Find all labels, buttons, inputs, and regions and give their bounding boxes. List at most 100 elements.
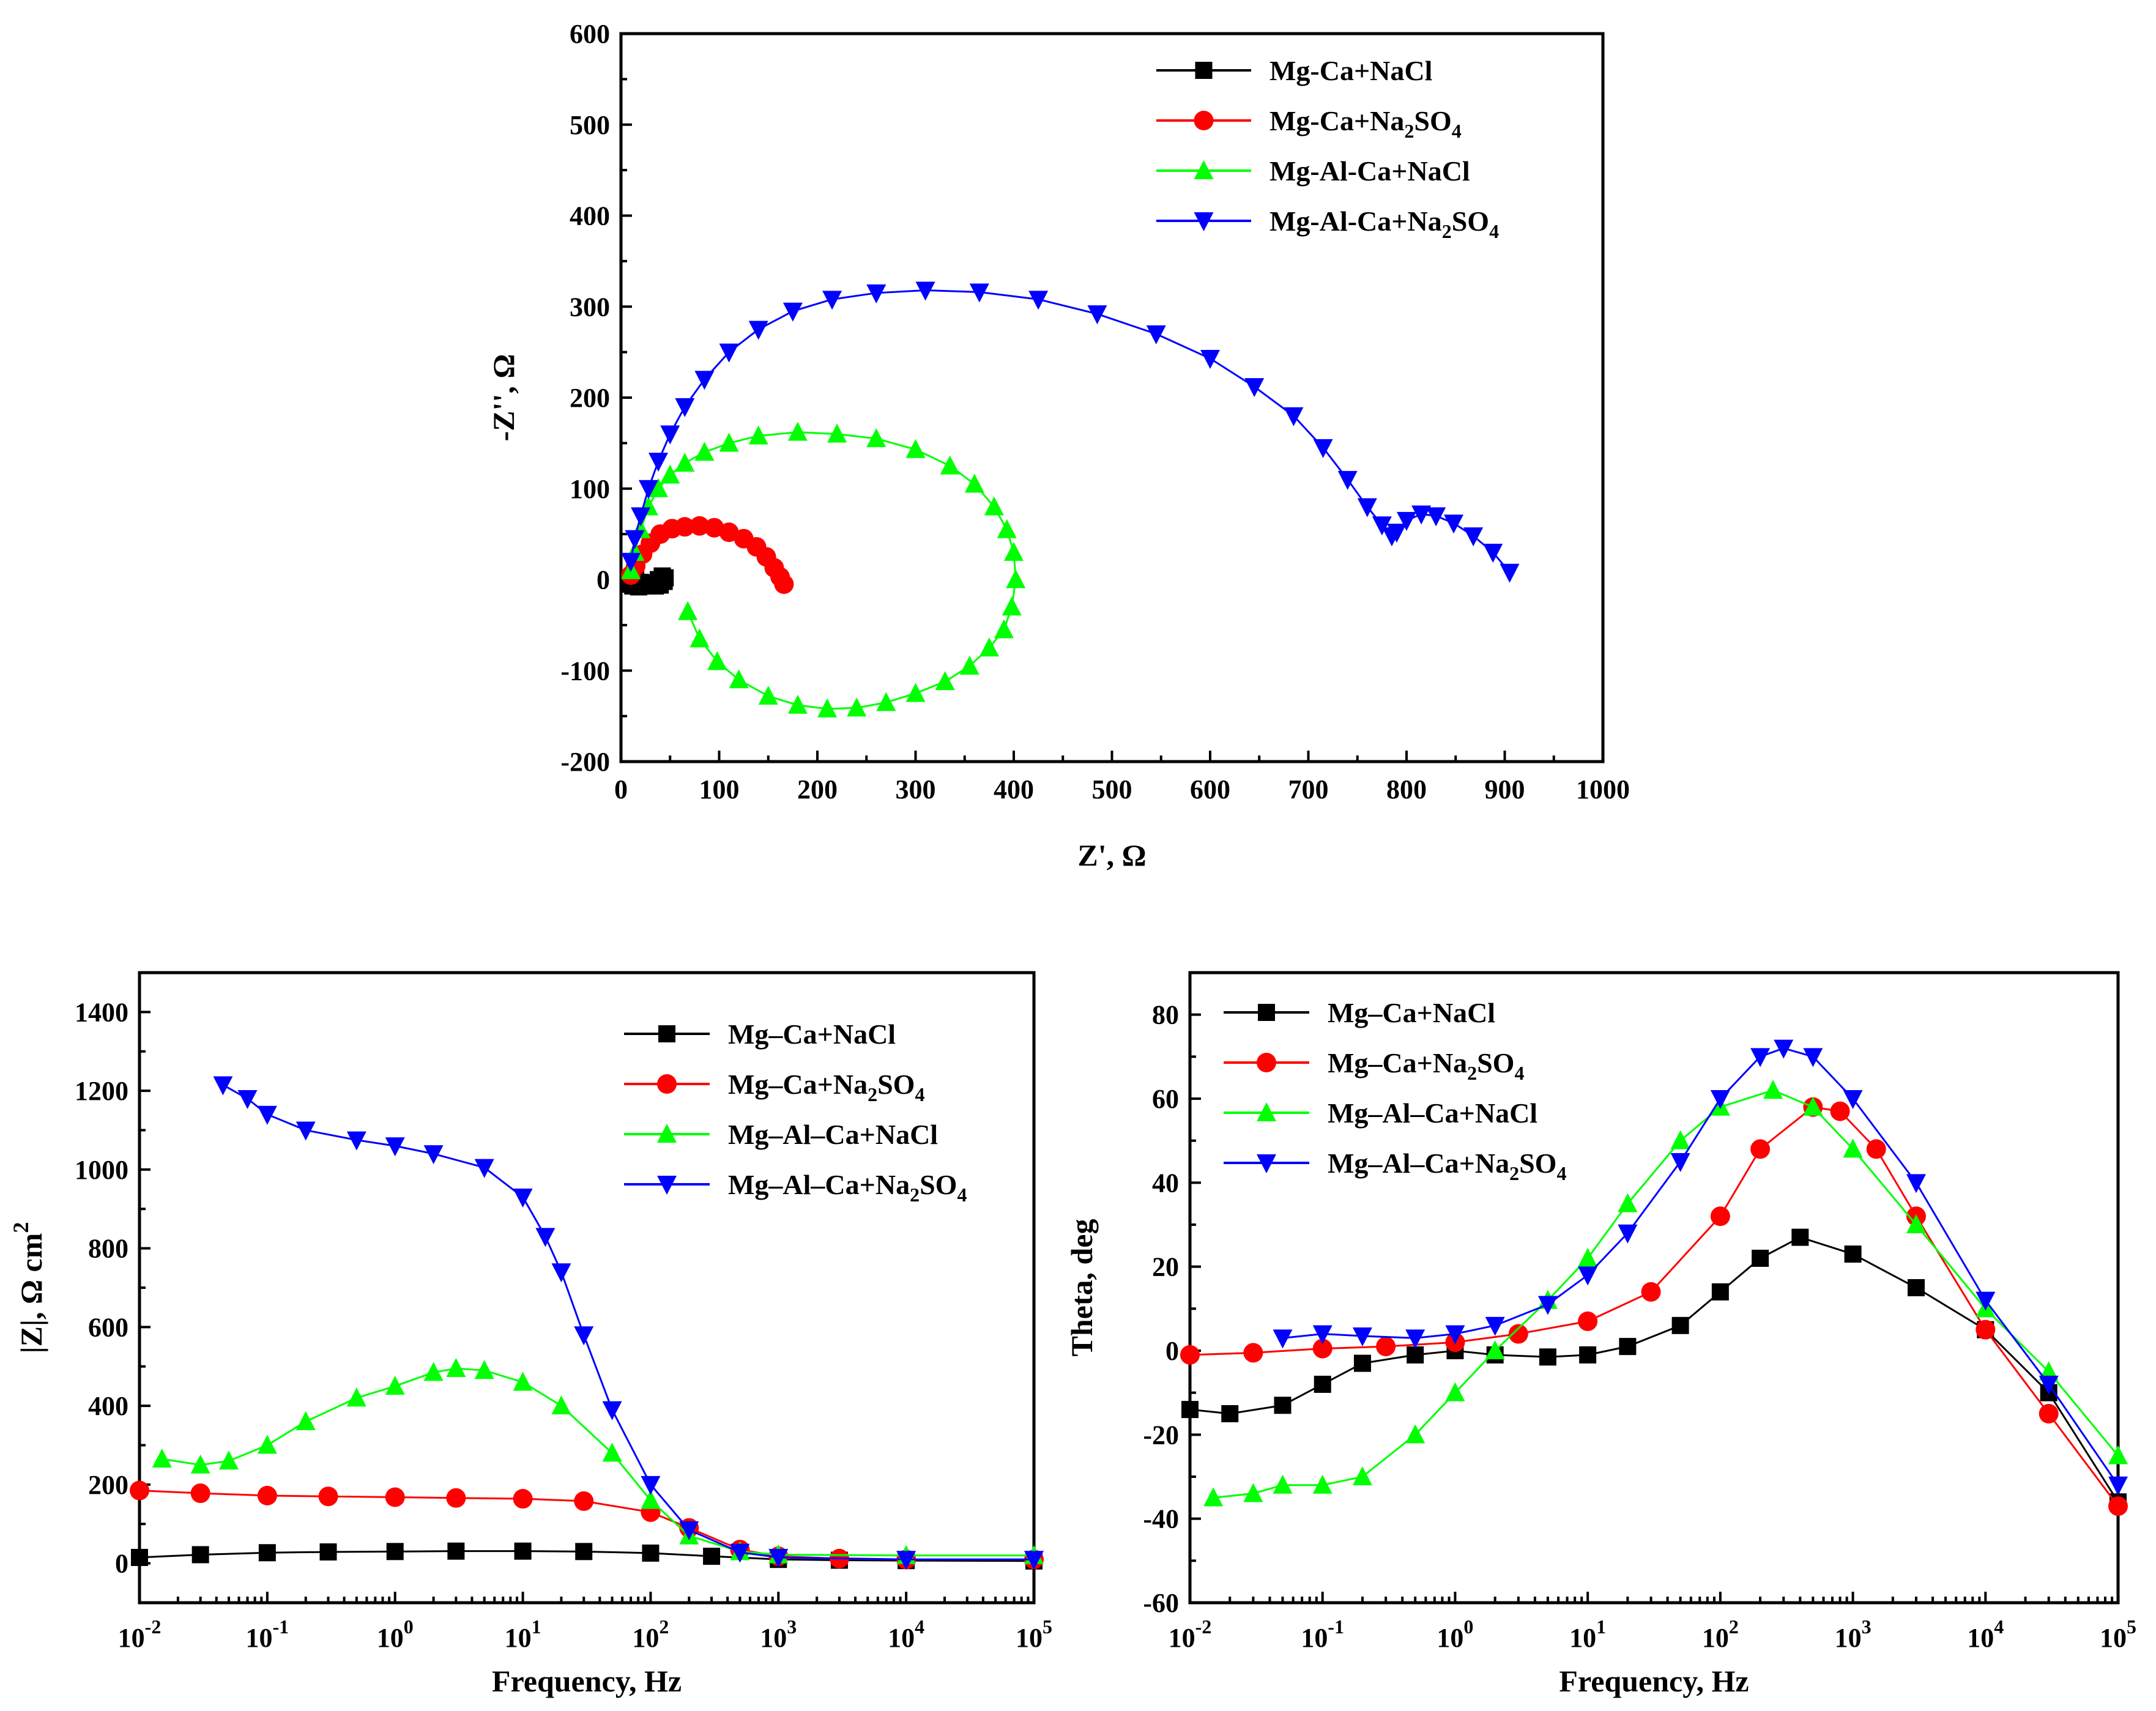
legend-label: Mg-Al-Ca+NaCl — [1269, 155, 1470, 187]
bode-phase-frame — [1188, 971, 2120, 1605]
data-point — [1906, 1214, 1926, 1233]
data-point — [1397, 511, 1416, 531]
data-point — [648, 453, 668, 472]
series-2 — [152, 1357, 1044, 1564]
data-point — [1243, 1343, 1263, 1363]
data-point — [866, 284, 887, 303]
data-point — [1353, 1354, 1371, 1372]
data-point — [694, 371, 715, 390]
data-point — [822, 291, 842, 310]
data-point — [1710, 1206, 1730, 1227]
data-point — [385, 1137, 405, 1157]
data-point — [1750, 1139, 1771, 1159]
series-3 — [621, 281, 1520, 583]
legend-marker — [1195, 62, 1213, 79]
data-point — [719, 343, 739, 363]
data-point — [690, 628, 710, 648]
data-point — [2039, 1375, 2059, 1395]
data-point — [979, 637, 999, 657]
data-point — [719, 432, 739, 452]
series-0 — [1181, 1228, 2127, 1511]
y-tick-label: 600 — [88, 1312, 128, 1342]
legend-label: Mg-Ca+NaCl — [1269, 55, 1432, 86]
data-point — [1006, 569, 1026, 588]
data-point — [1243, 1483, 1263, 1502]
data-point — [707, 651, 727, 670]
data-point — [1537, 1296, 1558, 1315]
series-line — [630, 289, 1511, 573]
legend-marker — [657, 1176, 677, 1195]
x-tick-label: 101 — [505, 1616, 541, 1653]
legend-label: Mg–Al–Ca+NaCl — [1328, 1097, 1537, 1129]
data-point — [1407, 1346, 1424, 1364]
data-point — [748, 425, 768, 445]
data-point — [602, 1401, 622, 1420]
data-point — [1641, 1282, 1661, 1302]
data-point — [729, 669, 749, 689]
y-tick-label: 300 — [570, 292, 610, 322]
data-point — [237, 1090, 258, 1109]
legend-label: Mg–Ca+NaCl — [728, 1019, 896, 1050]
y-axis-title: Theta, deg — [1065, 1219, 1099, 1357]
data-point — [574, 1326, 594, 1346]
data-point — [1313, 439, 1333, 458]
data-point — [675, 453, 695, 472]
data-point — [730, 1543, 750, 1563]
legend-label: Mg-Al-Ca+Na2SO4 — [1269, 206, 1499, 242]
series-line — [1189, 1236, 2119, 1503]
data-point — [513, 1489, 533, 1509]
x-tick-label: 900 — [1485, 774, 1525, 804]
data-point — [1004, 541, 1024, 561]
data-point — [1976, 1319, 1996, 1340]
data-point — [1763, 1080, 1783, 1099]
data-point — [1244, 378, 1265, 398]
data-point — [1670, 1153, 1690, 1172]
data-point — [1411, 505, 1432, 525]
y-tick-label: 1400 — [75, 997, 128, 1027]
data-point — [423, 1145, 444, 1165]
data-point — [1844, 1245, 1862, 1263]
y-axis-title: |Z|, Ω cm2 — [9, 1222, 48, 1354]
data-point — [1774, 1039, 1794, 1059]
data-point — [641, 1490, 661, 1509]
data-point — [1314, 1375, 1331, 1393]
data-point — [660, 425, 680, 445]
data-point — [940, 455, 960, 475]
data-point — [1976, 1291, 1996, 1311]
data-point — [385, 1487, 405, 1507]
data-point — [1273, 1474, 1293, 1494]
data-point — [423, 1362, 444, 1381]
data-point — [1508, 1324, 1528, 1344]
data-point — [513, 1371, 533, 1391]
data-point — [758, 685, 778, 705]
data-point — [131, 1548, 148, 1566]
bode-magnitude-plot: 10-2 10-1 100 101 102 103 104 105 0 200 400 600 800 1… — [9, 971, 1052, 1698]
x-tick-label: 104 — [888, 1616, 924, 1653]
data-point — [896, 1551, 916, 1570]
legend-marker — [1258, 1004, 1275, 1021]
y-tick-label: 80 — [1152, 1000, 1179, 1030]
x-tick-label: 103 — [1835, 1616, 1872, 1653]
x-tick-label: 200 — [797, 774, 838, 804]
legend-marker — [1257, 1102, 1276, 1121]
data-point — [2039, 1361, 2059, 1381]
x-axis-title: Z', Ω — [1077, 838, 1146, 872]
x-tick-label: 300 — [896, 774, 936, 804]
data-point — [1146, 325, 1166, 344]
data-point — [190, 1483, 210, 1504]
data-point — [257, 1105, 277, 1125]
y-tick-label: -40 — [1143, 1504, 1179, 1534]
y-tick-label: -20 — [1143, 1420, 1179, 1450]
data-point — [446, 1488, 466, 1508]
y-tick-label: 600 — [570, 19, 610, 49]
data-point — [641, 1475, 661, 1495]
data-point — [191, 1546, 209, 1564]
data-point — [678, 601, 698, 620]
data-point — [660, 464, 680, 484]
x-tick-label: 104 — [1967, 1616, 2004, 1653]
y-tick-label: 400 — [570, 201, 610, 231]
data-point — [551, 1263, 571, 1283]
legend-marker — [1257, 1154, 1276, 1173]
data-point — [703, 1548, 721, 1565]
legend-label: Mg–Al–Ca+Na2SO4 — [728, 1169, 967, 1206]
